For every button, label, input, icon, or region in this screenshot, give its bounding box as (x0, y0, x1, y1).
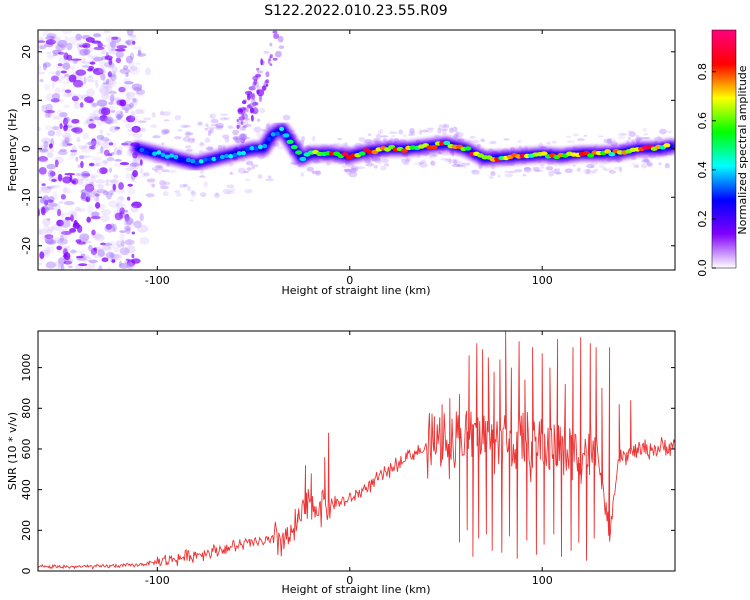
colorbar: 0.0 0.2 0.4 0.6 0.8 Normalized spectral ampl… (696, 29, 749, 277)
colorbar-tick-label: 0.8 (696, 63, 709, 81)
snr-series-line (38, 331, 675, 570)
snr-frame (37, 330, 676, 572)
colorbar-ticks: 0.0 0.2 0.4 0.6 0.8 (696, 63, 716, 277)
colorbar-tick-label: 0.2 (696, 210, 709, 228)
snr-x-tick-label: 100 (532, 574, 553, 587)
colorbar-label: Normalized spectral amplitude (736, 65, 749, 234)
snr-y-tick-label: 0 (20, 568, 33, 575)
spectrogram-x-tick-label: 0 (346, 274, 353, 287)
snr-y-tick-label: 1000 (20, 354, 33, 382)
spectrogram-y-tick-label: -20 (20, 237, 33, 255)
colorbar-tick-label: 0.6 (696, 112, 709, 130)
spectrogram-x-tick-label: -100 (145, 274, 170, 287)
snr-x-tick-label: -100 (145, 574, 170, 587)
snr-x-label: Height of straight line (km) (281, 583, 430, 596)
snr-y-tick-label: 400 (20, 479, 33, 500)
spectrogram-y-tick-label: 20 (20, 45, 33, 59)
spectrogram-x-label: Height of straight line (km) (281, 284, 430, 297)
snr-y-label: SNR (10 * v/v) (6, 412, 19, 490)
snr-background (38, 331, 675, 571)
spectrogram-noise (38, 30, 151, 270)
colorbar-tick-label: 0.0 (696, 259, 709, 277)
snr-x-tick-label: 0 (346, 574, 353, 587)
spectrogram-x-tick-label: 100 (532, 274, 553, 287)
spectrogram-y-tick-label: 0 (20, 145, 33, 152)
colorbar-tick-label: 0.4 (696, 161, 709, 179)
spectrogram-y-label: Frequency (Hz) (6, 109, 19, 192)
colorbar-scale (711, 29, 737, 269)
snr-y-tick-label: 200 (20, 520, 33, 541)
snr-y-tick-label: 800 (20, 398, 33, 419)
spectrogram-frame (37, 29, 676, 271)
figure-title: S122.2022.010.23.55.R09 (264, 3, 447, 19)
spectrogram-y-tick-label: -10 (20, 188, 33, 206)
spectrogram-y-tick-label: 10 (20, 93, 33, 107)
snr-y-tick-label: 600 (20, 438, 33, 459)
spectrogram-ridge-core (139, 126, 671, 166)
spectrogram-marks (38, 30, 675, 270)
